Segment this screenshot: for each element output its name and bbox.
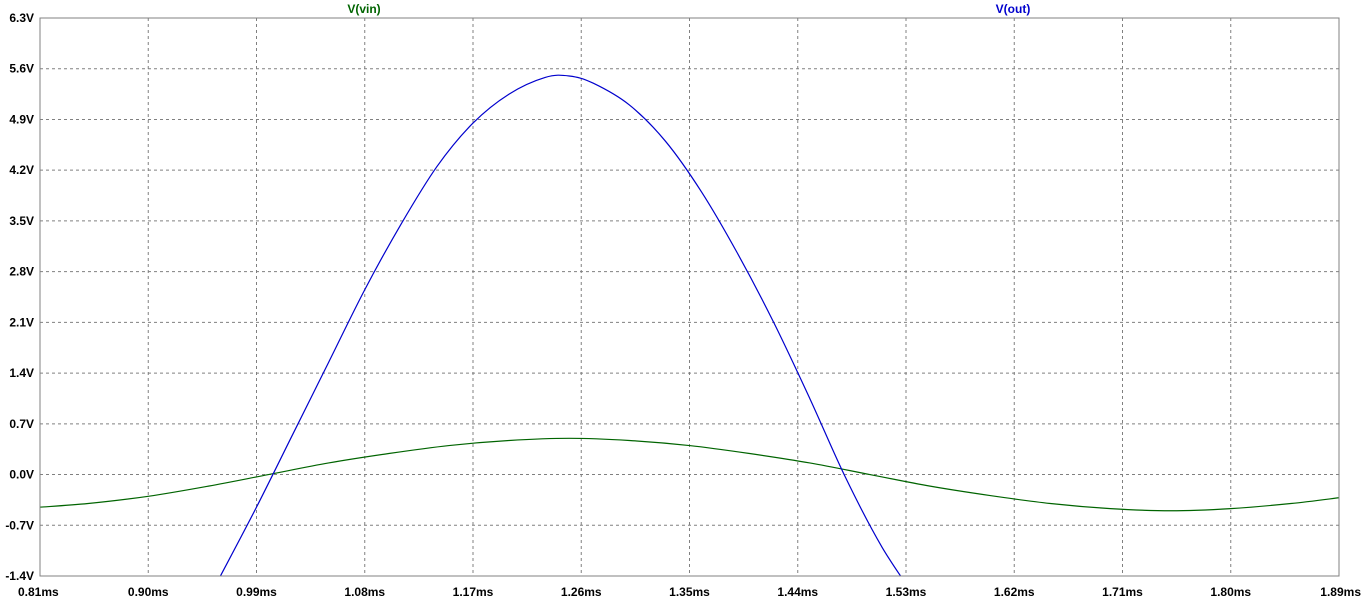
series	[40, 74, 1339, 601]
y-tick-label: 4.2V	[9, 163, 34, 177]
x-tick-label: 1.80ms	[1210, 585, 1251, 599]
x-tick-label: 0.81ms	[18, 585, 59, 599]
grid	[40, 18, 1339, 576]
y-tick-label: 3.5V	[9, 214, 34, 228]
y-tick-label: 2.1V	[9, 315, 34, 329]
y-tick-label: -0.7V	[5, 518, 34, 532]
y-tick-label: 5.6V	[9, 62, 34, 76]
plot-frame	[39, 17, 1340, 577]
x-tick-label: 0.90ms	[128, 585, 169, 599]
legend-v-out[interactable]: V(out)	[996, 2, 1031, 16]
y-tick-label: 0.7V	[9, 417, 34, 431]
series-line-v-out[interactable]	[219, 74, 918, 601]
y-tick-label: 4.9V	[9, 112, 34, 126]
x-tick-label: 1.44ms	[777, 585, 818, 599]
y-tick-label: -1.4V	[5, 569, 34, 583]
y-axis: -1.4V -0.7V 0.0V 0.7V 1.4V 2.1V 2.8V 3.5V 4.2V 4.…	[5, 11, 34, 583]
y-tick-label: 6.3V	[9, 11, 34, 25]
series-line-v-vin[interactable]	[40, 437, 1339, 512]
x-tick-label: 1.17ms	[453, 585, 494, 599]
y-tick-label: 1.4V	[9, 366, 34, 380]
x-tick-label: 1.71ms	[1102, 585, 1143, 599]
x-tick-label: 1.08ms	[344, 585, 385, 599]
x-tick-label: 1.62ms	[994, 585, 1035, 599]
x-tick-label: 0.99ms	[236, 585, 277, 599]
y-tick-label: 0.0V	[9, 468, 34, 482]
legend: V(vin) V(out)	[347, 2, 1030, 16]
legend-v-vin[interactable]: V(vin)	[347, 2, 380, 16]
x-tick-label: 1.35ms	[669, 585, 710, 599]
x-tick-label: 1.26ms	[561, 585, 602, 599]
x-tick-label: 1.89ms	[1320, 585, 1361, 599]
x-axis: 0.81ms 0.90ms 0.99ms 1.08ms 1.17ms 1.26ms 1.35…	[18, 585, 1361, 599]
y-tick-label: 2.8V	[9, 265, 34, 279]
x-tick-label: 1.53ms	[886, 585, 927, 599]
